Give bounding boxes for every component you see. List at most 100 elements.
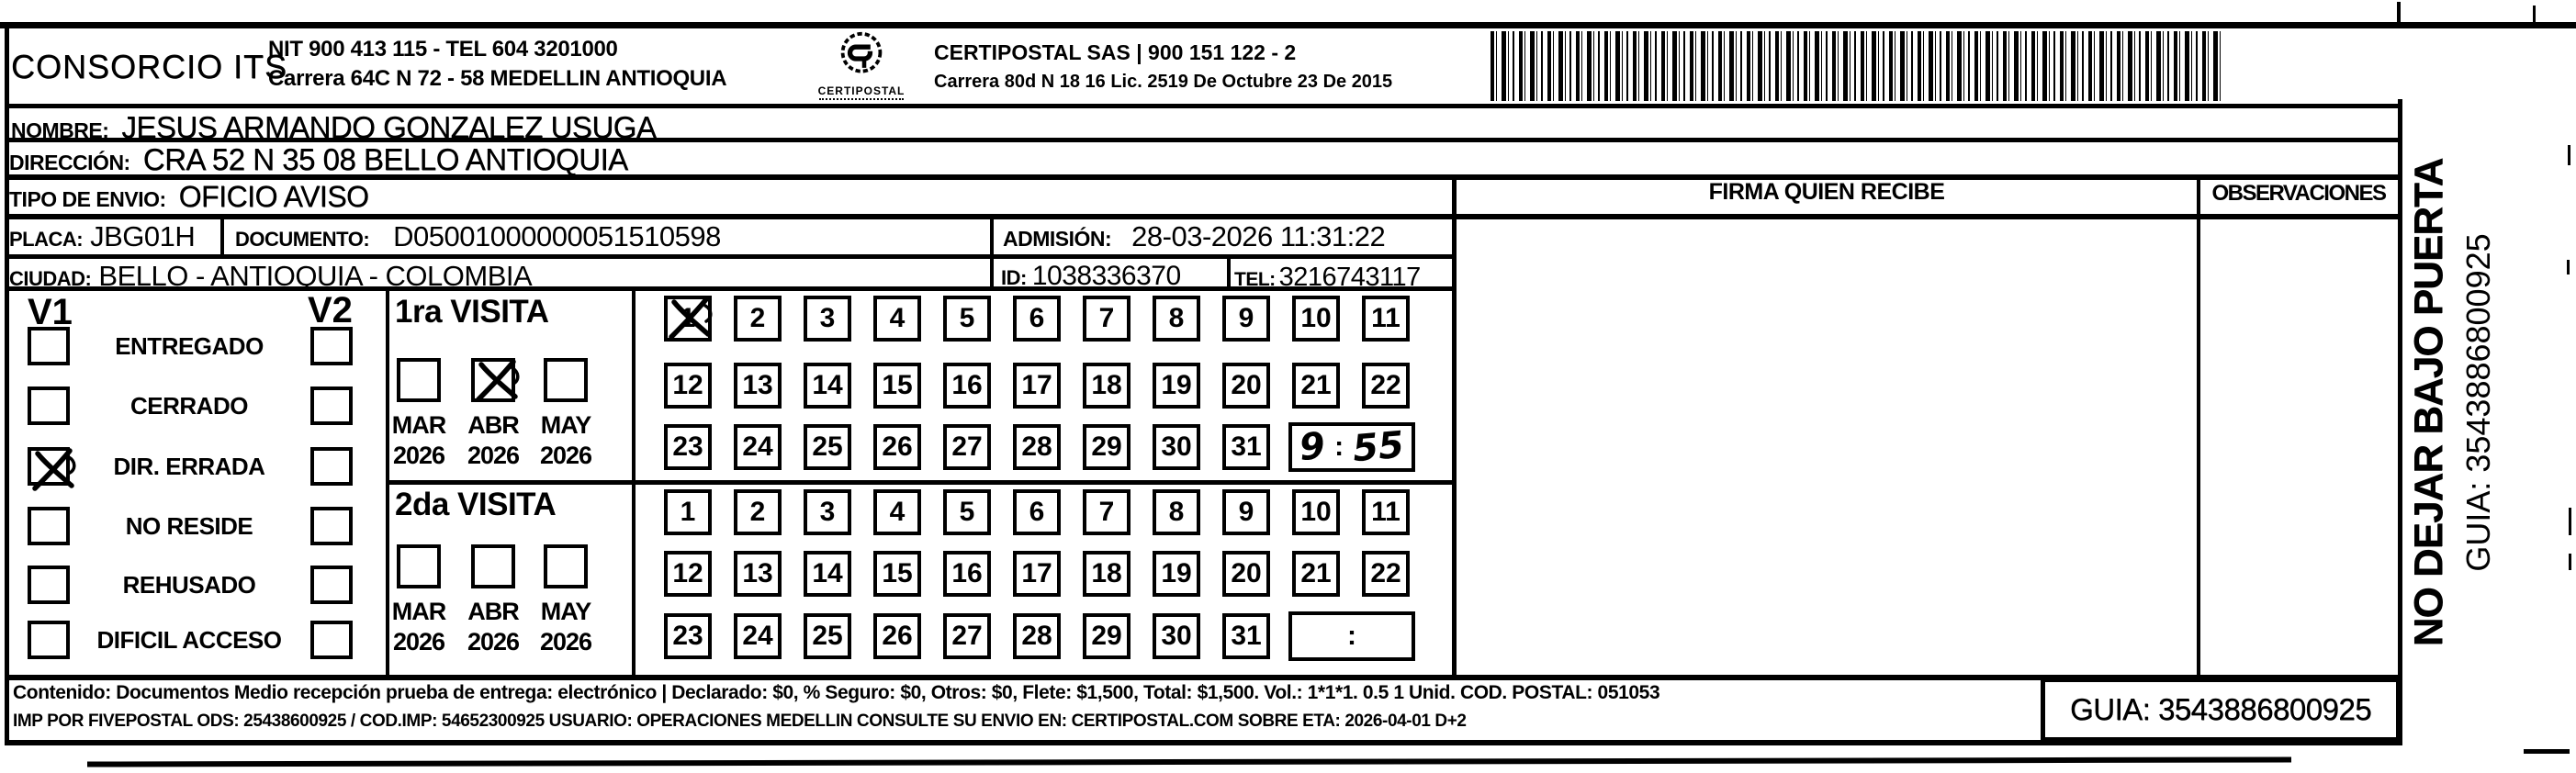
day-checkbox-25: 25 bbox=[804, 424, 851, 470]
day-checkbox-4: 4 bbox=[873, 489, 921, 535]
day-number: 5 bbox=[959, 497, 975, 527]
day-number: 6 bbox=[1029, 303, 1045, 333]
day-number: 1 bbox=[680, 497, 696, 527]
tel-value: 3216743117 bbox=[1278, 263, 1422, 292]
day-checkbox-6: 6 bbox=[1013, 296, 1061, 342]
month-year: 2026 bbox=[539, 628, 592, 655]
logo-squiggle bbox=[819, 98, 904, 100]
certipostal-logo: CERTIPOSTAL bbox=[806, 28, 917, 100]
day-checkbox-21: 21 bbox=[1292, 363, 1340, 409]
day-number: 15 bbox=[882, 558, 913, 588]
day-checkbox-6: 6 bbox=[1013, 489, 1061, 535]
month-year: 2026 bbox=[467, 628, 520, 655]
scan-artifact bbox=[2568, 145, 2570, 165]
day-checkbox-4: 4 bbox=[873, 296, 921, 342]
day-checkbox-16: 16 bbox=[943, 363, 991, 409]
checkbox-v1-entregado bbox=[28, 327, 70, 365]
day-number: 20 bbox=[1231, 370, 1262, 400]
month-label: MAY bbox=[540, 598, 592, 625]
tel-label: TEL: bbox=[1234, 269, 1276, 290]
day-number: 12 bbox=[672, 558, 703, 588]
day-number: 21 bbox=[1300, 558, 1332, 588]
day-number: 23 bbox=[672, 431, 703, 462]
visit2-day-grid: 1 2 3 4 5 6 7 8 9 10 11 12 13 14 15 16 17 18 19 20 21 22 23 24 2… bbox=[634, 480, 1452, 675]
day-number: 2 bbox=[749, 303, 766, 333]
day-checkbox-29: 29 bbox=[1083, 424, 1131, 470]
month-checkbox-may bbox=[544, 358, 588, 402]
day-checkbox-17: 17 bbox=[1013, 363, 1061, 409]
day-number: 11 bbox=[1371, 497, 1400, 527]
admision-cell: ADMISIÓN: 28-03-2026 11:31:22 bbox=[1003, 220, 1386, 253]
day-checkbox-8: 8 bbox=[1153, 296, 1200, 342]
divider bbox=[386, 480, 1452, 485]
direccion-value: CRA 52 N 35 08 BELLO ANTIOQUIA bbox=[142, 142, 628, 176]
day-checkbox-23: 23 bbox=[664, 424, 712, 470]
day-row: 12 13 14 15 16 17 18 19 20 21 22 bbox=[664, 551, 1410, 597]
day-row: 23 24 25 26 27 28 29 30 31 bbox=[664, 613, 1270, 659]
day-number: 17 bbox=[1021, 370, 1052, 400]
month-year: 2026 bbox=[392, 442, 445, 469]
day-checkbox-19: 19 bbox=[1153, 363, 1200, 409]
day-checkbox-5: 5 bbox=[943, 296, 991, 342]
visit-time-box: : bbox=[1288, 611, 1415, 661]
day-number: 7 bbox=[1098, 497, 1115, 527]
day-number: 8 bbox=[1168, 497, 1185, 527]
direccion-row: DIRECCIÓN: CRA 52 N 35 08 BELLO ANTIOQUI… bbox=[9, 142, 628, 177]
day-checkbox-11: 11 bbox=[1362, 296, 1410, 342]
placa-label: PLACA: bbox=[9, 228, 84, 251]
day-checkbox-10: 10 bbox=[1292, 296, 1340, 342]
page-edge-shadow bbox=[86, 756, 2292, 767]
day-checkbox-13: 13 bbox=[734, 551, 782, 597]
day-checkbox-22: 22 bbox=[1362, 363, 1410, 409]
divider bbox=[220, 214, 224, 256]
month-checkbox-abr bbox=[471, 544, 515, 588]
day-number: 18 bbox=[1091, 370, 1122, 400]
day-checkbox-3: 3 bbox=[804, 489, 851, 535]
visit2-month-abr: ABR 2026 bbox=[463, 544, 523, 656]
day-checkbox-20: 20 bbox=[1222, 551, 1270, 597]
day-number: 23 bbox=[672, 621, 703, 651]
status-label-dificil-acceso: DIFICIL ACCESO bbox=[96, 626, 282, 654]
day-row: 12 13 14 15 16 17 18 19 20 21 22 bbox=[664, 363, 1410, 409]
ciudad-cell: CIUDAD: BELLO - ANTIOQUIA - COLOMBIA bbox=[9, 260, 533, 293]
day-checkbox-1: 1 bbox=[664, 296, 713, 342]
day-number: 26 bbox=[882, 621, 913, 651]
day-checkbox-15: 15 bbox=[873, 551, 921, 597]
barcode bbox=[1490, 31, 2221, 101]
visit1-month-may: MAY 2026 bbox=[535, 358, 596, 470]
scan-artifact bbox=[2524, 749, 2570, 754]
month-label: ABR bbox=[467, 598, 520, 625]
scan-artifact bbox=[2569, 554, 2571, 570]
day-number: 28 bbox=[1021, 621, 1052, 651]
checkbox-v1-dificil-acceso bbox=[28, 621, 70, 659]
day-number: 14 bbox=[812, 558, 843, 588]
day-number: 25 bbox=[812, 621, 843, 651]
day-number: 28 bbox=[1021, 431, 1052, 462]
divider bbox=[1227, 254, 1231, 289]
day-checkbox-26: 26 bbox=[873, 613, 921, 659]
divider bbox=[5, 675, 2402, 680]
day-number: 15 bbox=[882, 370, 913, 400]
time-colon: : bbox=[1334, 431, 1344, 462]
divider bbox=[5, 174, 2402, 180]
visit1-month-abr: ABR 2026 bbox=[463, 358, 523, 470]
certipostal-address-line: Carrera 80d N 18 16 Lic. 2519 De Octubre… bbox=[934, 72, 1393, 92]
day-number: 5 bbox=[959, 303, 975, 333]
day-checkbox-9: 9 bbox=[1222, 489, 1270, 535]
id-label: ID: bbox=[1001, 266, 1027, 289]
day-checkbox-18: 18 bbox=[1083, 551, 1131, 597]
scan-artifact bbox=[2533, 6, 2536, 28]
month-year: 2026 bbox=[467, 442, 520, 469]
checkbox-v1-dir-errada bbox=[28, 447, 76, 491]
ciudad-value: BELLO - ANTIOQUIA - COLOMBIA bbox=[98, 260, 533, 292]
day-number: 24 bbox=[742, 621, 773, 651]
placa-cell: PLACA: JBG01H bbox=[9, 220, 196, 253]
visit2-month-may: MAY 2026 bbox=[535, 544, 596, 656]
day-checkbox-12: 12 bbox=[664, 363, 712, 409]
day-checkbox-24: 24 bbox=[734, 613, 782, 659]
day-number: 7 bbox=[1098, 303, 1115, 333]
day-number: 31 bbox=[1231, 431, 1262, 462]
documento-label: DOCUMENTO: bbox=[235, 228, 370, 251]
day-number: 27 bbox=[951, 431, 983, 462]
